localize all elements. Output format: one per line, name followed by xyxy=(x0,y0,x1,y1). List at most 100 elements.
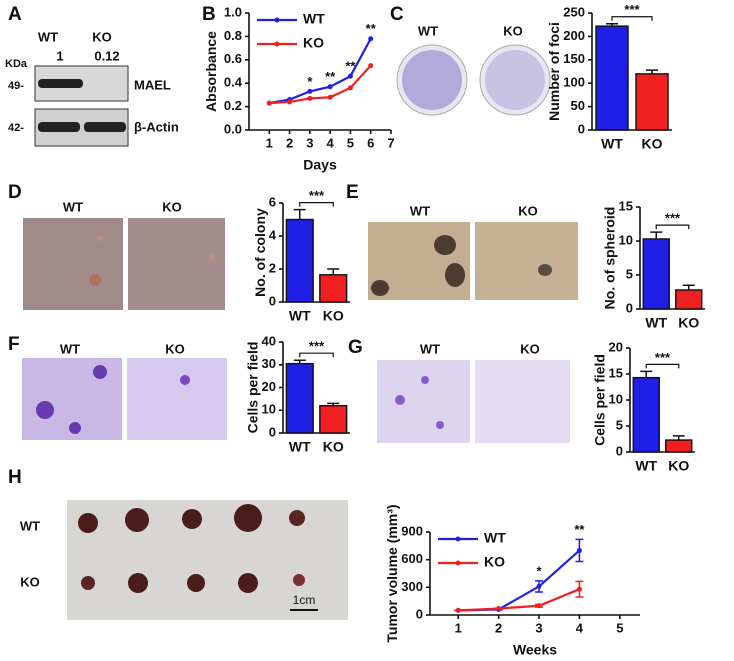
panel-label: E xyxy=(346,182,359,203)
lane-label: KO xyxy=(92,29,112,44)
dish xyxy=(479,44,551,116)
point xyxy=(347,85,353,91)
row-label: WT xyxy=(20,518,40,533)
error-bar xyxy=(494,607,503,610)
cells xyxy=(395,395,405,405)
x-axis-label: Days xyxy=(303,157,337,173)
x-tick-label: 5 xyxy=(347,135,354,150)
y-tick-label: 200 xyxy=(563,28,585,43)
x-tick-label: 4 xyxy=(327,135,335,150)
significance: ** xyxy=(325,69,336,84)
x-tick-label: WT xyxy=(645,315,667,331)
x-tick-label: KO xyxy=(642,136,663,152)
bar xyxy=(635,73,669,131)
significance: * xyxy=(537,563,543,578)
significance: ** xyxy=(366,21,377,36)
y-tick-label: 40 xyxy=(262,333,276,348)
x-tick-label: 4 xyxy=(576,620,584,635)
error-bar xyxy=(293,208,306,220)
y-tick-label: 0.2 xyxy=(224,98,242,113)
photo-label: KO xyxy=(165,341,185,356)
point xyxy=(287,99,293,105)
significance: *** xyxy=(624,2,640,17)
series-line xyxy=(269,38,372,105)
tumor xyxy=(293,574,305,586)
photo xyxy=(128,218,225,310)
y-tick-label: 2 xyxy=(269,260,276,275)
y-tick-label: 0 xyxy=(269,293,276,308)
series-line xyxy=(458,588,580,612)
y-tick-label: 20 xyxy=(262,379,276,394)
y-tick-label: 15 xyxy=(609,365,623,380)
y-tick-label: 600 xyxy=(401,551,423,566)
y-axis-label: Number of foci xyxy=(546,22,562,121)
point xyxy=(307,95,313,101)
legend-label: KO xyxy=(303,35,324,51)
marker-label: 42- xyxy=(8,122,24,134)
x-tick-label: KO xyxy=(668,458,689,474)
x-tick-label: 7 xyxy=(387,135,394,150)
cells xyxy=(421,376,429,384)
error-bar xyxy=(646,69,658,74)
legend-marker xyxy=(274,41,280,47)
significance: ** xyxy=(345,59,356,74)
colony xyxy=(97,235,103,241)
y-tick-label: 100 xyxy=(563,75,585,90)
y-tick-label: 50 xyxy=(571,98,585,113)
significance: * xyxy=(307,74,313,89)
error-bar xyxy=(650,231,663,239)
tumor xyxy=(81,576,95,590)
cells xyxy=(36,401,54,419)
significance-bracket xyxy=(299,352,334,358)
tumor xyxy=(78,513,98,533)
x-tick-label: 1 xyxy=(266,135,273,150)
legend-label: KO xyxy=(484,554,505,570)
tumor xyxy=(128,573,148,593)
photo-label: WT xyxy=(420,341,440,356)
x-tick-label: 2 xyxy=(286,135,293,150)
panel-label: C xyxy=(390,4,404,25)
significance: *** xyxy=(309,339,325,354)
significance-bracket xyxy=(655,224,690,230)
legend-label: WT xyxy=(484,530,506,546)
bar xyxy=(319,274,348,303)
x-tick-label: 2 xyxy=(495,620,502,635)
panel-label: H xyxy=(8,467,22,488)
bar xyxy=(319,405,348,434)
photo-label: KO xyxy=(520,341,540,356)
panel-label: G xyxy=(348,337,363,358)
y-axis-label: Cells per field xyxy=(592,354,608,446)
bar xyxy=(595,25,629,131)
cells xyxy=(93,365,107,379)
x-tick-label: 5 xyxy=(616,620,623,635)
bar xyxy=(675,289,703,310)
error-bar xyxy=(682,284,695,290)
colony xyxy=(89,274,101,286)
y-tick-label: 0.8 xyxy=(224,28,242,43)
series-line xyxy=(269,64,372,105)
y-tick-label: 5 xyxy=(616,417,623,432)
error-bar xyxy=(327,402,340,406)
tumor xyxy=(238,573,258,593)
x-tick-label: KO xyxy=(323,439,344,455)
y-tick-label: 0.4 xyxy=(224,75,243,90)
x-tick-label: 3 xyxy=(306,135,313,150)
cells xyxy=(69,422,81,434)
spheroid xyxy=(371,280,389,296)
error-bar xyxy=(327,268,340,275)
panel-label: F xyxy=(8,334,20,355)
point xyxy=(327,94,333,100)
point xyxy=(307,88,313,94)
y-tick-label: 15 xyxy=(619,198,633,213)
tumor xyxy=(234,504,262,532)
photo-label: WT xyxy=(410,203,430,218)
spheroid xyxy=(434,235,456,255)
point xyxy=(327,84,333,90)
protein-label: β-Actin xyxy=(134,119,179,134)
ratio-label: 1 xyxy=(56,48,63,63)
significance: *** xyxy=(309,188,325,203)
y-tick-label: 300 xyxy=(401,579,423,594)
y-axis-label: Absorbance xyxy=(203,31,219,112)
y-tick-label: 5 xyxy=(626,266,633,281)
